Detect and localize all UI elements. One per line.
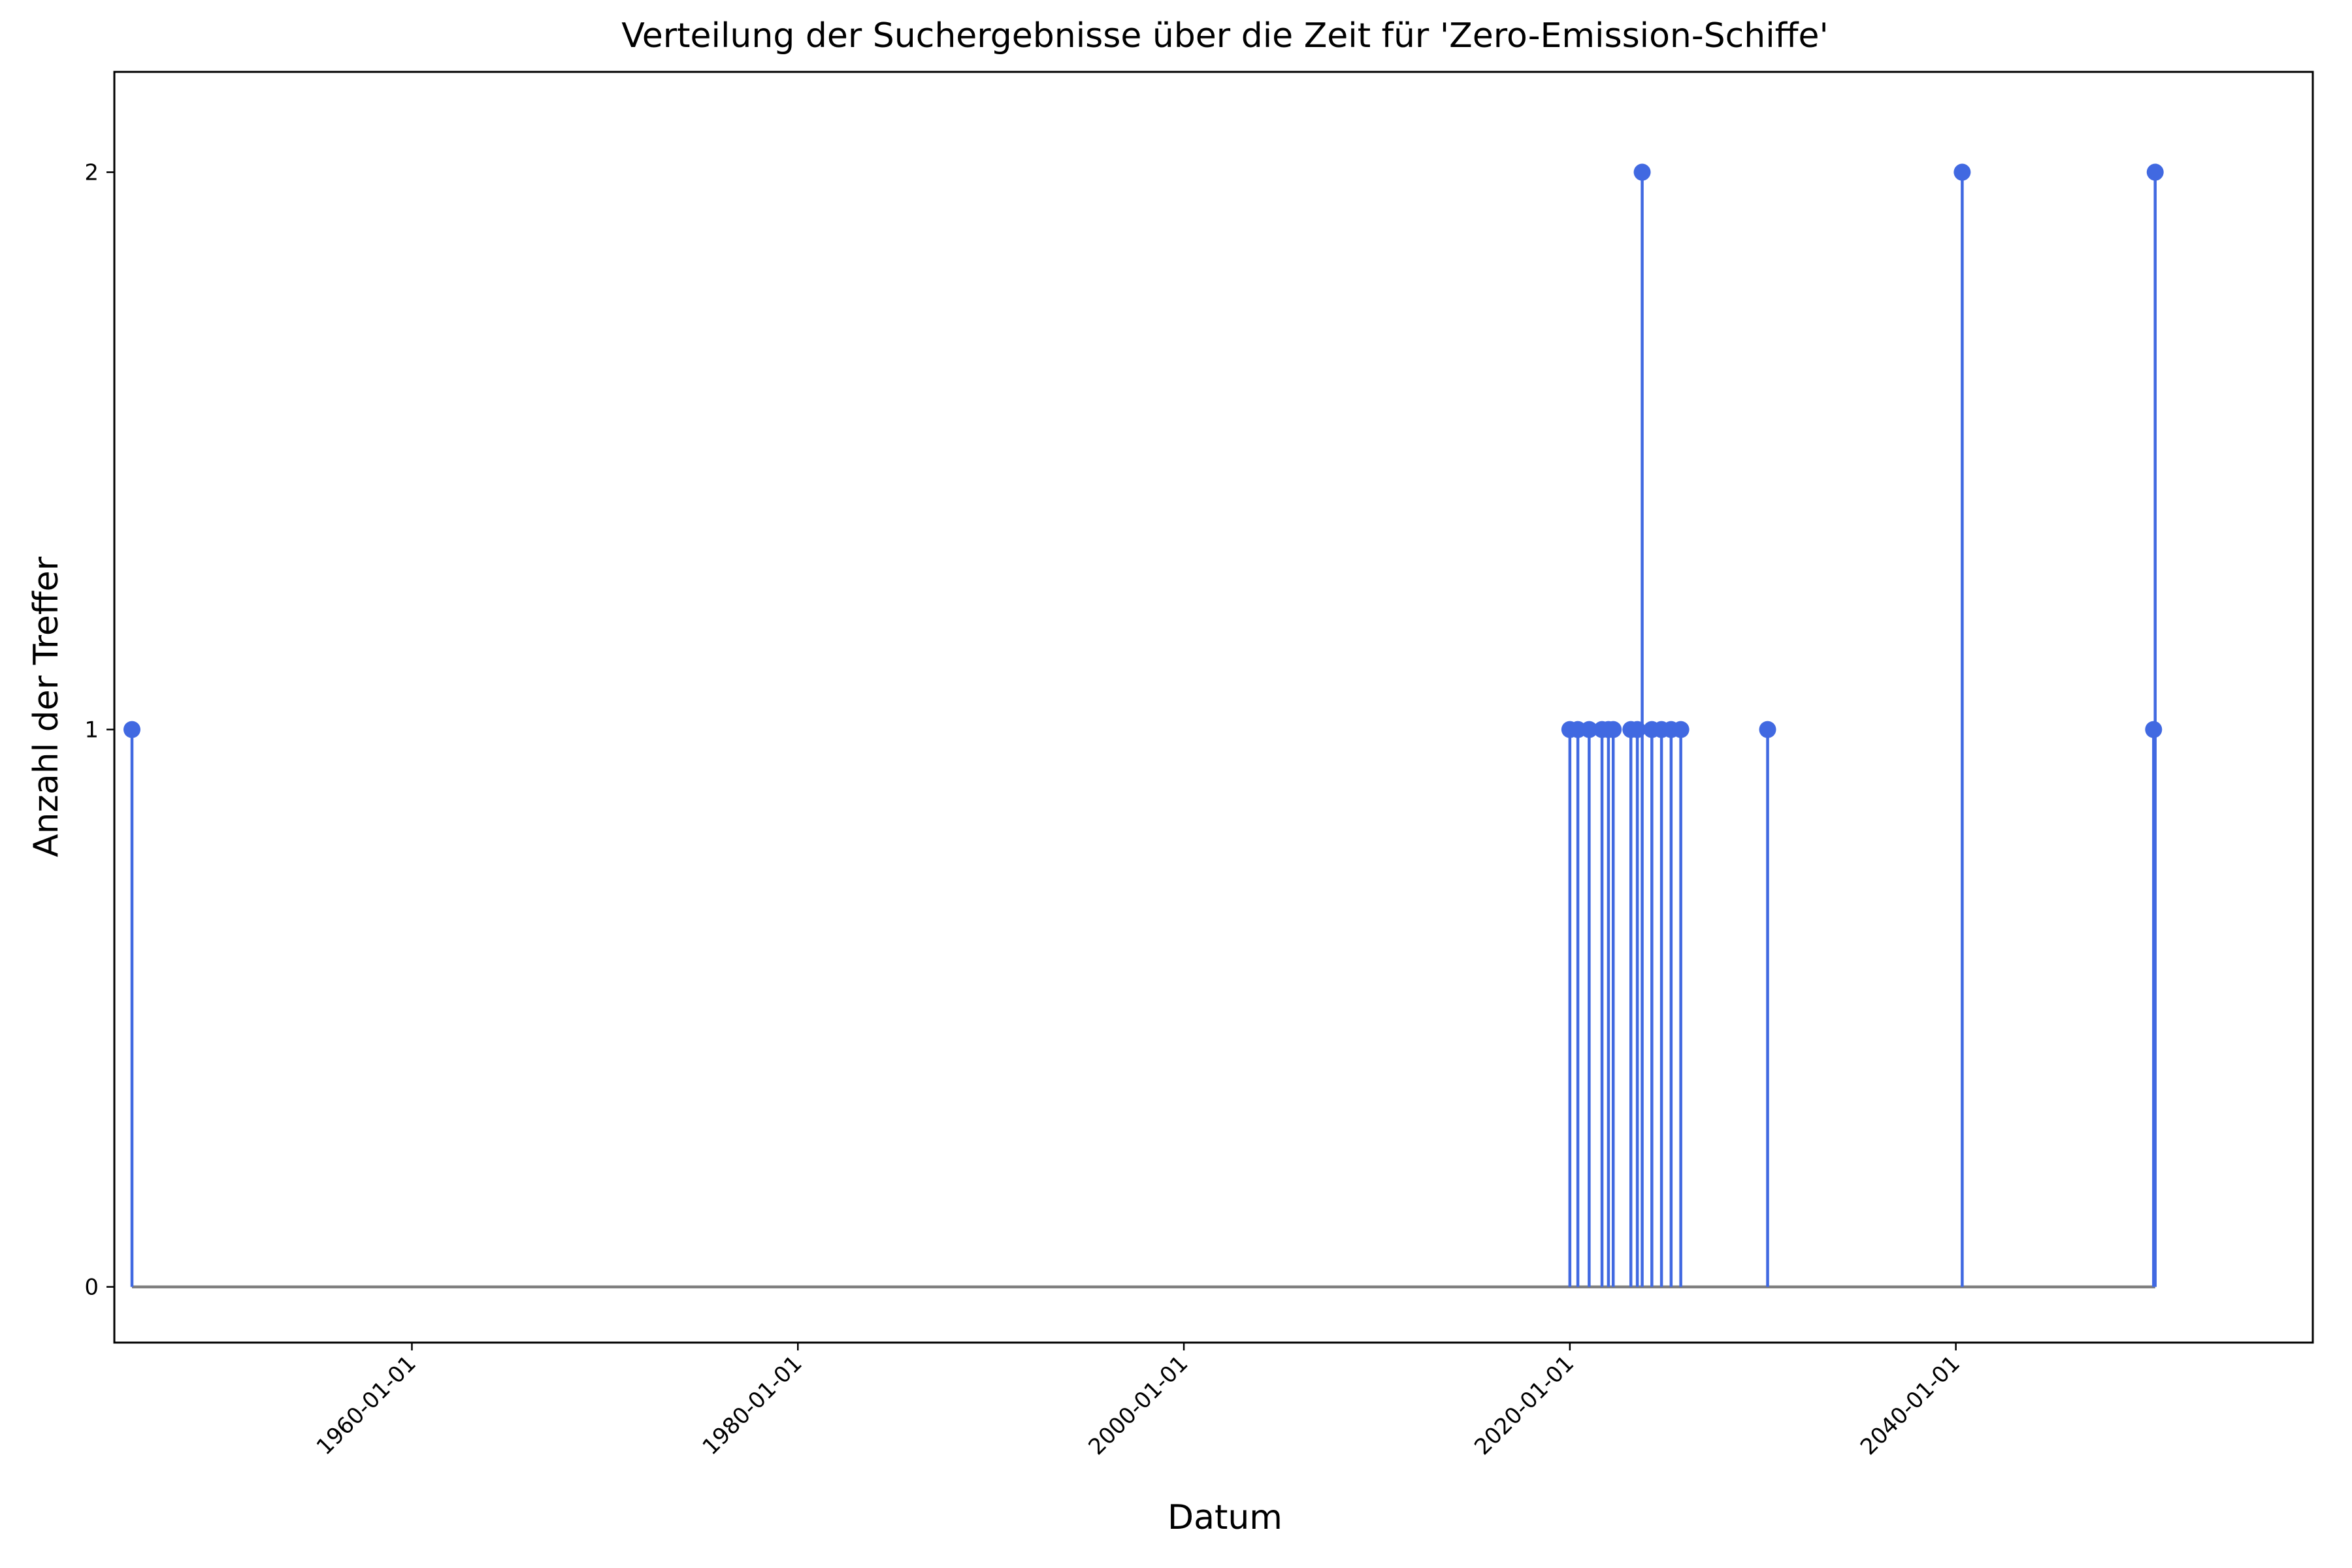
- data-point: [2145, 721, 2163, 738]
- data-point: [123, 721, 140, 738]
- plot-area: [123, 163, 2164, 1288]
- data-point: [1672, 721, 1690, 738]
- data-point: [1580, 721, 1598, 738]
- axes-frame: [113, 71, 2314, 1344]
- data-point: [1633, 163, 1651, 181]
- y-axis-ticks: 0 1 2: [84, 160, 114, 1301]
- data-point: [1953, 163, 1971, 181]
- data-point: [1759, 721, 1776, 738]
- y-tick-label: 0: [84, 1275, 99, 1301]
- y-tick-label: 2: [84, 160, 99, 186]
- data-point: [1605, 721, 1622, 738]
- y-tick-label: 1: [84, 717, 99, 743]
- data-point: [2146, 163, 2164, 181]
- y-axis-label: Anzahl der Treffer: [27, 556, 66, 857]
- data-point: [1629, 721, 1646, 738]
- chart-title: Verteilung der Suchergebnisse über die Z…: [621, 16, 1829, 56]
- x-axis-label: Datum: [1168, 1498, 1282, 1537]
